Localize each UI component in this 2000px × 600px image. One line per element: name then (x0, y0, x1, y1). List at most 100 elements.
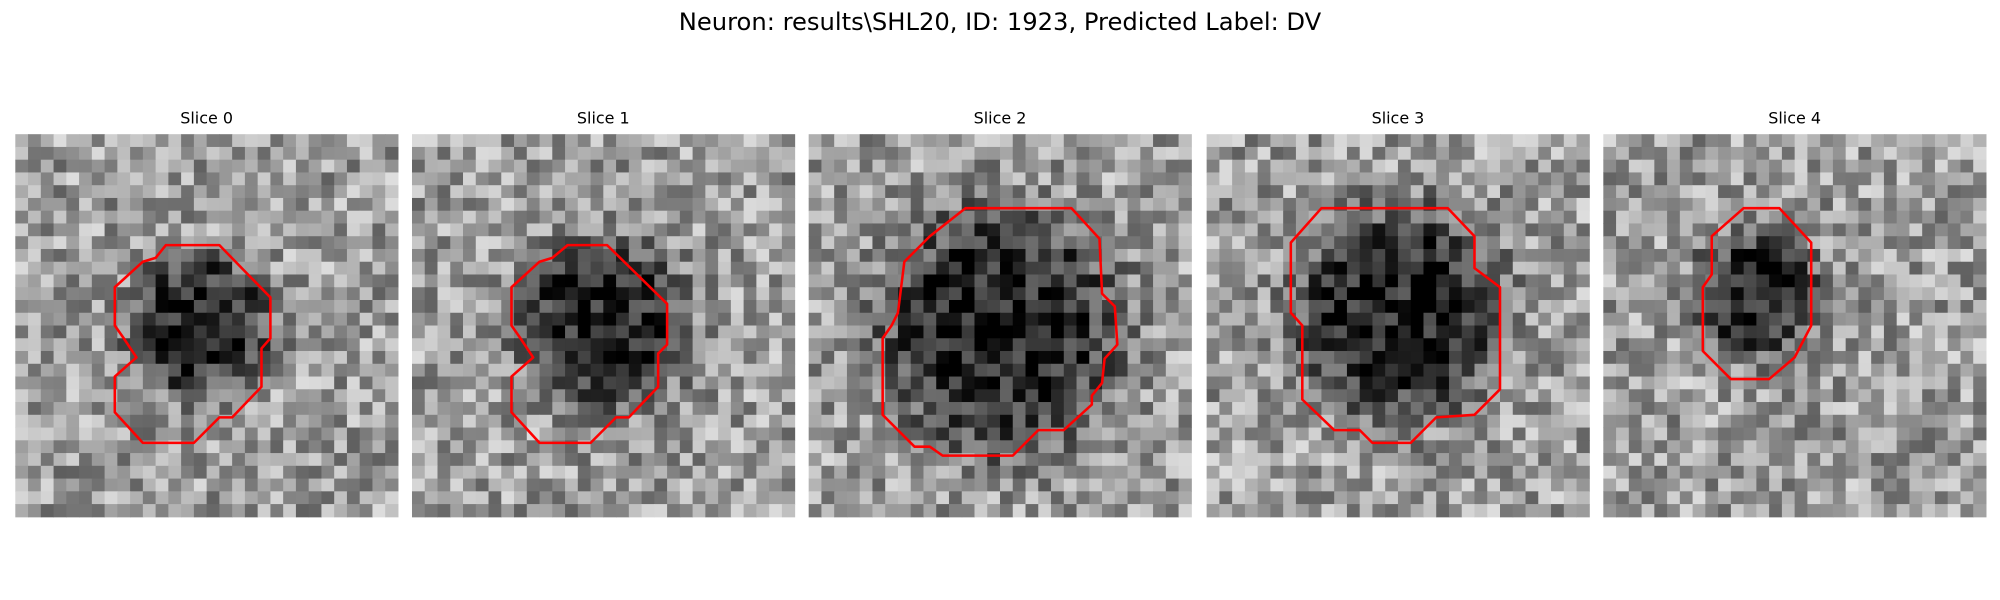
pixel (859, 453, 873, 467)
pixel (1654, 453, 1668, 467)
pixel (781, 261, 796, 275)
pixel (1883, 478, 1898, 492)
pixel (1012, 402, 1027, 416)
pixel (1832, 453, 1847, 467)
pixel (295, 478, 310, 492)
pixel (308, 146, 322, 161)
pixel (1283, 504, 1297, 518)
pixel (987, 440, 1001, 454)
pixel (488, 453, 502, 467)
pixel (181, 159, 195, 173)
pixel (514, 248, 528, 263)
pixel (1012, 478, 1027, 492)
pixel (705, 261, 719, 275)
pixel (193, 236, 208, 250)
pixel (1397, 300, 1412, 314)
pixel (1334, 236, 1348, 250)
pixel (1063, 146, 1078, 161)
pixel (897, 453, 912, 467)
pixel (1410, 491, 1424, 505)
pixel (1603, 440, 1617, 454)
pixel (628, 248, 643, 263)
pixel (1769, 287, 1783, 301)
pixel (1295, 402, 1310, 416)
pixel (1089, 312, 1103, 327)
pixel (923, 402, 937, 416)
pixel (1153, 491, 1167, 505)
pixel (91, 223, 106, 237)
pixel (155, 427, 169, 441)
pixel (616, 402, 630, 416)
pixel (616, 453, 630, 467)
pixel (1654, 363, 1668, 378)
pixel (1960, 248, 1974, 263)
pixel (1525, 248, 1539, 263)
pixel (359, 197, 373, 212)
pixel (244, 185, 259, 199)
pixel (1756, 261, 1770, 275)
pixel (616, 236, 630, 250)
pixel (1616, 427, 1630, 441)
pixel (1692, 363, 1706, 378)
pixel (654, 325, 668, 339)
pixel (1140, 287, 1154, 301)
pixel (270, 351, 284, 365)
pixel (181, 491, 195, 505)
pixel (1679, 197, 1694, 212)
pixel (1232, 261, 1246, 275)
pixel (1397, 351, 1412, 365)
pixel (1423, 414, 1437, 429)
pixel (244, 465, 259, 480)
pixel (1448, 146, 1463, 161)
pixel (1063, 312, 1078, 327)
pixel (1102, 210, 1116, 224)
pixel (1781, 287, 1796, 301)
pixel (1025, 261, 1039, 275)
pixel (1654, 491, 1668, 505)
pixel (155, 491, 169, 505)
pixel (897, 478, 912, 492)
pixel (514, 185, 528, 199)
pixel (1692, 478, 1706, 492)
pixel (1165, 159, 1180, 173)
pixel (1114, 236, 1129, 250)
pixel (1000, 491, 1014, 505)
pixel (1206, 376, 1220, 390)
pixel (526, 363, 541, 378)
pixel (1832, 287, 1847, 301)
pixel (1436, 402, 1450, 416)
pixel (743, 300, 757, 314)
pixel (1474, 338, 1488, 352)
pixel (1909, 159, 1923, 173)
pixel (346, 287, 361, 301)
pixel (79, 440, 93, 454)
pixel (475, 504, 490, 518)
pixel (488, 248, 502, 263)
pixel (1487, 478, 1501, 492)
pixel (577, 414, 592, 429)
pixel (808, 312, 822, 327)
pixel (1165, 440, 1180, 454)
pixel (321, 325, 335, 339)
pixel (834, 197, 848, 212)
pixel (565, 325, 579, 339)
pixel (1871, 440, 1885, 454)
pixel (1909, 402, 1923, 416)
pixel (1871, 504, 1885, 518)
pixel (1397, 478, 1412, 492)
pixel (1025, 351, 1039, 365)
pixel (718, 223, 732, 237)
pixel (155, 351, 169, 365)
pixel (1538, 146, 1552, 161)
pixel (334, 363, 348, 378)
pixel (1346, 159, 1361, 173)
pixel (526, 159, 541, 173)
pixel (987, 134, 1001, 148)
pixel (450, 491, 464, 505)
pixel (1896, 185, 1910, 199)
pixel (1871, 134, 1885, 148)
pixel (91, 300, 106, 314)
pixel (334, 159, 348, 173)
pixel (1206, 300, 1220, 314)
pixel (53, 363, 67, 378)
